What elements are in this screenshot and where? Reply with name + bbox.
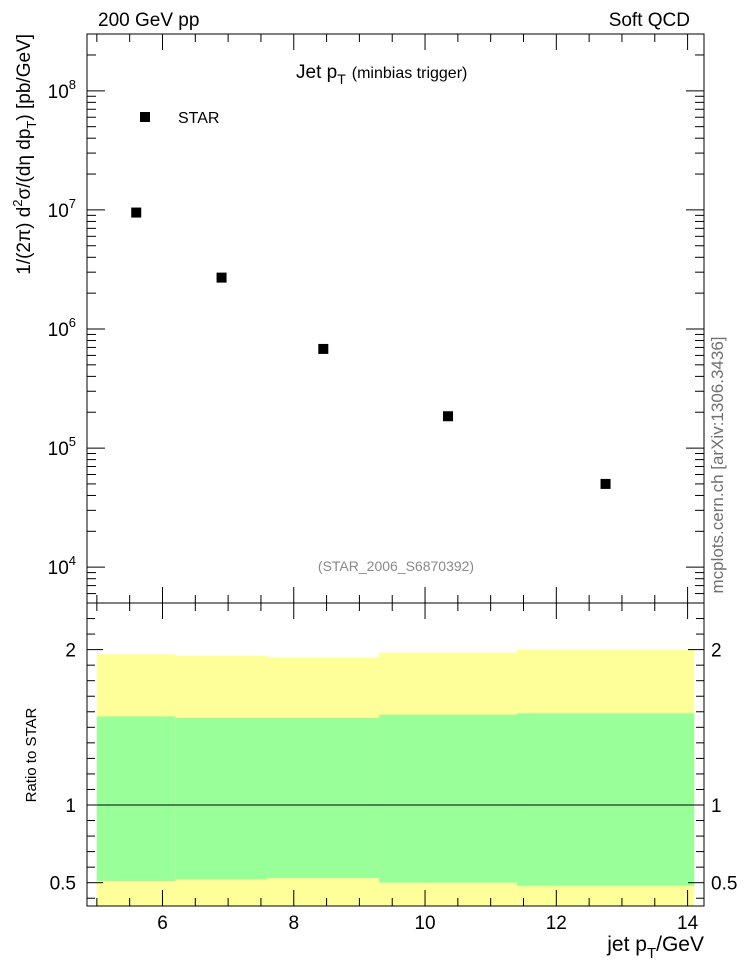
data-point-3 [318,343,329,354]
x-tick-label-2: 8 [288,913,299,934]
y-tick-label-3: 106 [48,315,76,341]
ratio-yticks: 0.5 0.5 1 1 2 2 [50,602,737,899]
legend-label-star: STAR [178,110,219,127]
ratio-ylabel: Ratio to STAR [23,707,40,802]
ratio-y-tick-label-right-3: 2 [711,641,722,662]
inner-band-bin-4 [379,714,517,883]
ratio-y-tick-label-right-2: 1 [711,796,722,817]
ratio-bands [96,649,695,906]
ratio-panel: 0.5 0.51 12 2 6 8 10 12 14 Ratio to STAR jet pT… [23,602,737,962]
inner-band-bin-3 [267,717,380,879]
header-right: Soft QCD [609,10,690,31]
inner-band-bin-2 [175,717,268,880]
x-tick-label-1: 6 [157,913,168,934]
ratio-xticks: 6 8 10 12 14 [96,603,699,934]
y-tick-label-5: 108 [48,77,76,103]
main-marks [131,207,611,489]
inner-band-bin-5 [516,713,695,886]
chart-title: Jet pT (minbias trigger) [296,62,467,87]
y-tick-label-1: 104 [48,553,76,579]
data-point-4 [443,411,454,422]
x-tick-label-4: 12 [546,913,567,934]
main-ylabel: 1/(2π) d2σ/(dη dpT) [pb/GeV] [10,34,39,275]
legend-marker-star [140,112,150,122]
main-yticks: 104 105 106 107 108 [48,33,704,604]
y-tick-label-4: 107 [48,196,76,222]
ratio-y-tick-label-1: 0.5 [50,874,76,895]
ratio-y-tick-label-right-1: 0.5 [711,874,737,895]
data-point-5 [600,478,611,489]
analysis-annotation: (STAR_2006_S6870392) [318,558,474,574]
data-point-1 [131,207,142,218]
ratio-frame [86,602,705,907]
x-tick-label-3: 10 [414,913,435,934]
ratio-xlabel: jet pT/GeV [606,933,704,962]
side-label: mcplots.cern.ch [arXiv:1306.3436] [708,336,727,593]
inner-band-bin-1 [96,716,176,882]
ratio-y-tick-label-3: 2 [65,641,76,662]
data-point-2 [216,272,227,283]
ratio-y-tick-label-2: 1 [65,796,76,817]
main-xticks [96,34,689,603]
header-left: 200 GeV pp [98,10,199,31]
x-tick-label-5: 14 [677,913,699,934]
y-tick-label-2: 105 [48,434,76,460]
